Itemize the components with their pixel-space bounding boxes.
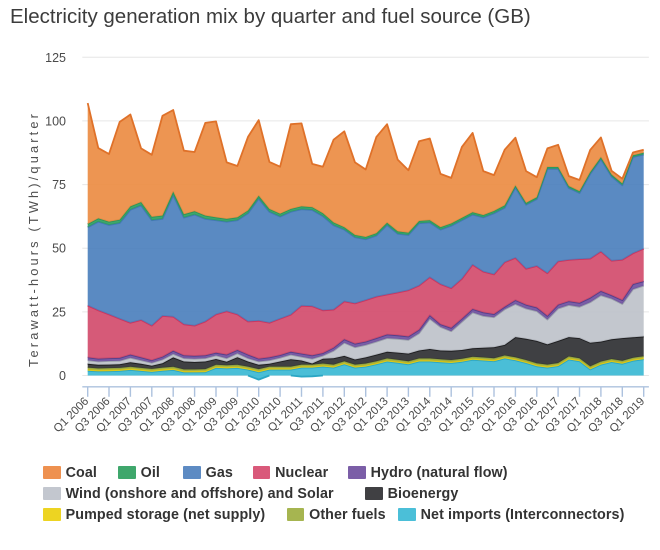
- svg-text:125: 125: [45, 51, 66, 65]
- svg-text:Terawatt-hours (TWh)/quarter: Terawatt-hours (TWh)/quarter: [26, 111, 41, 367]
- svg-text:100: 100: [45, 114, 66, 128]
- svg-text:25: 25: [52, 305, 66, 319]
- svg-text:0: 0: [59, 369, 66, 383]
- svg-text:50: 50: [52, 242, 66, 256]
- svg-text:75: 75: [52, 178, 66, 192]
